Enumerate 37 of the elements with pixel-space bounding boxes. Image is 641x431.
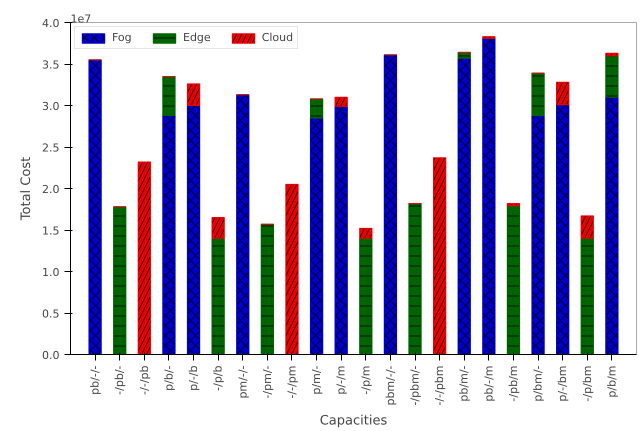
- y-tick-label: 3.5: [42, 58, 60, 72]
- x-tick-label: -/p/bm: [580, 366, 594, 402]
- annotation: 1e7: [70, 12, 92, 26]
- x-tick-label: -/pb/-: [113, 365, 126, 395]
- y-tick-label: 2.5: [42, 142, 60, 154]
- x-tick-label: pb/-/m: [482, 366, 496, 402]
- x-tick-label: pm/-/-: [236, 365, 250, 399]
- x-tick-label: -/pm/-: [260, 365, 274, 399]
- x-tick-label: p/m/-: [310, 365, 324, 395]
- legend-label: Cloud: [262, 31, 294, 44]
- legend-label: Edge: [183, 31, 211, 44]
- y-tick-label: 3.0: [42, 100, 60, 113]
- x-tick-label: p/-/bm: [556, 366, 570, 402]
- x-tick-label: -/pb/m: [506, 366, 520, 402]
- x-tick-label: -/-/pm: [285, 365, 298, 399]
- x-tick-label: p/bm/-: [532, 365, 545, 402]
- x-tick-label: -/pbm/-: [408, 365, 422, 406]
- x-tick-label: pb/m/-: [458, 365, 471, 402]
- x-tick-label: -/p/m: [359, 365, 372, 395]
- y-axis-title: Total Cost: [19, 156, 34, 222]
- x-tick-label: -/-/pb: [138, 365, 151, 395]
- x-tick-label: p/b/-: [162, 365, 176, 391]
- x-tick-label: p/b/m: [605, 366, 618, 398]
- x-tick-label: p/-/m: [334, 365, 348, 395]
- y-tick-label: 1.0: [42, 266, 60, 279]
- y-tick-label: 2.0: [42, 183, 60, 196]
- legend-label: Fog: [112, 31, 132, 44]
- x-tick-label: -/-/pbm: [433, 366, 446, 406]
- y-tick-label: 0.5: [42, 308, 60, 320]
- x-tick-label: pbm/-/-: [384, 365, 397, 406]
- x-tick-label: p/-/b: [187, 365, 200, 391]
- x-tick-label: pb/-/-: [88, 365, 102, 395]
- y-tick-label: 4.0: [42, 17, 60, 30]
- y-tick-label: 0.0: [42, 349, 60, 362]
- y-tick-label: 1.5: [42, 224, 60, 238]
- x-axis-title: Capacities: [320, 414, 388, 429]
- x-tick-label: -/p/b: [212, 365, 225, 391]
